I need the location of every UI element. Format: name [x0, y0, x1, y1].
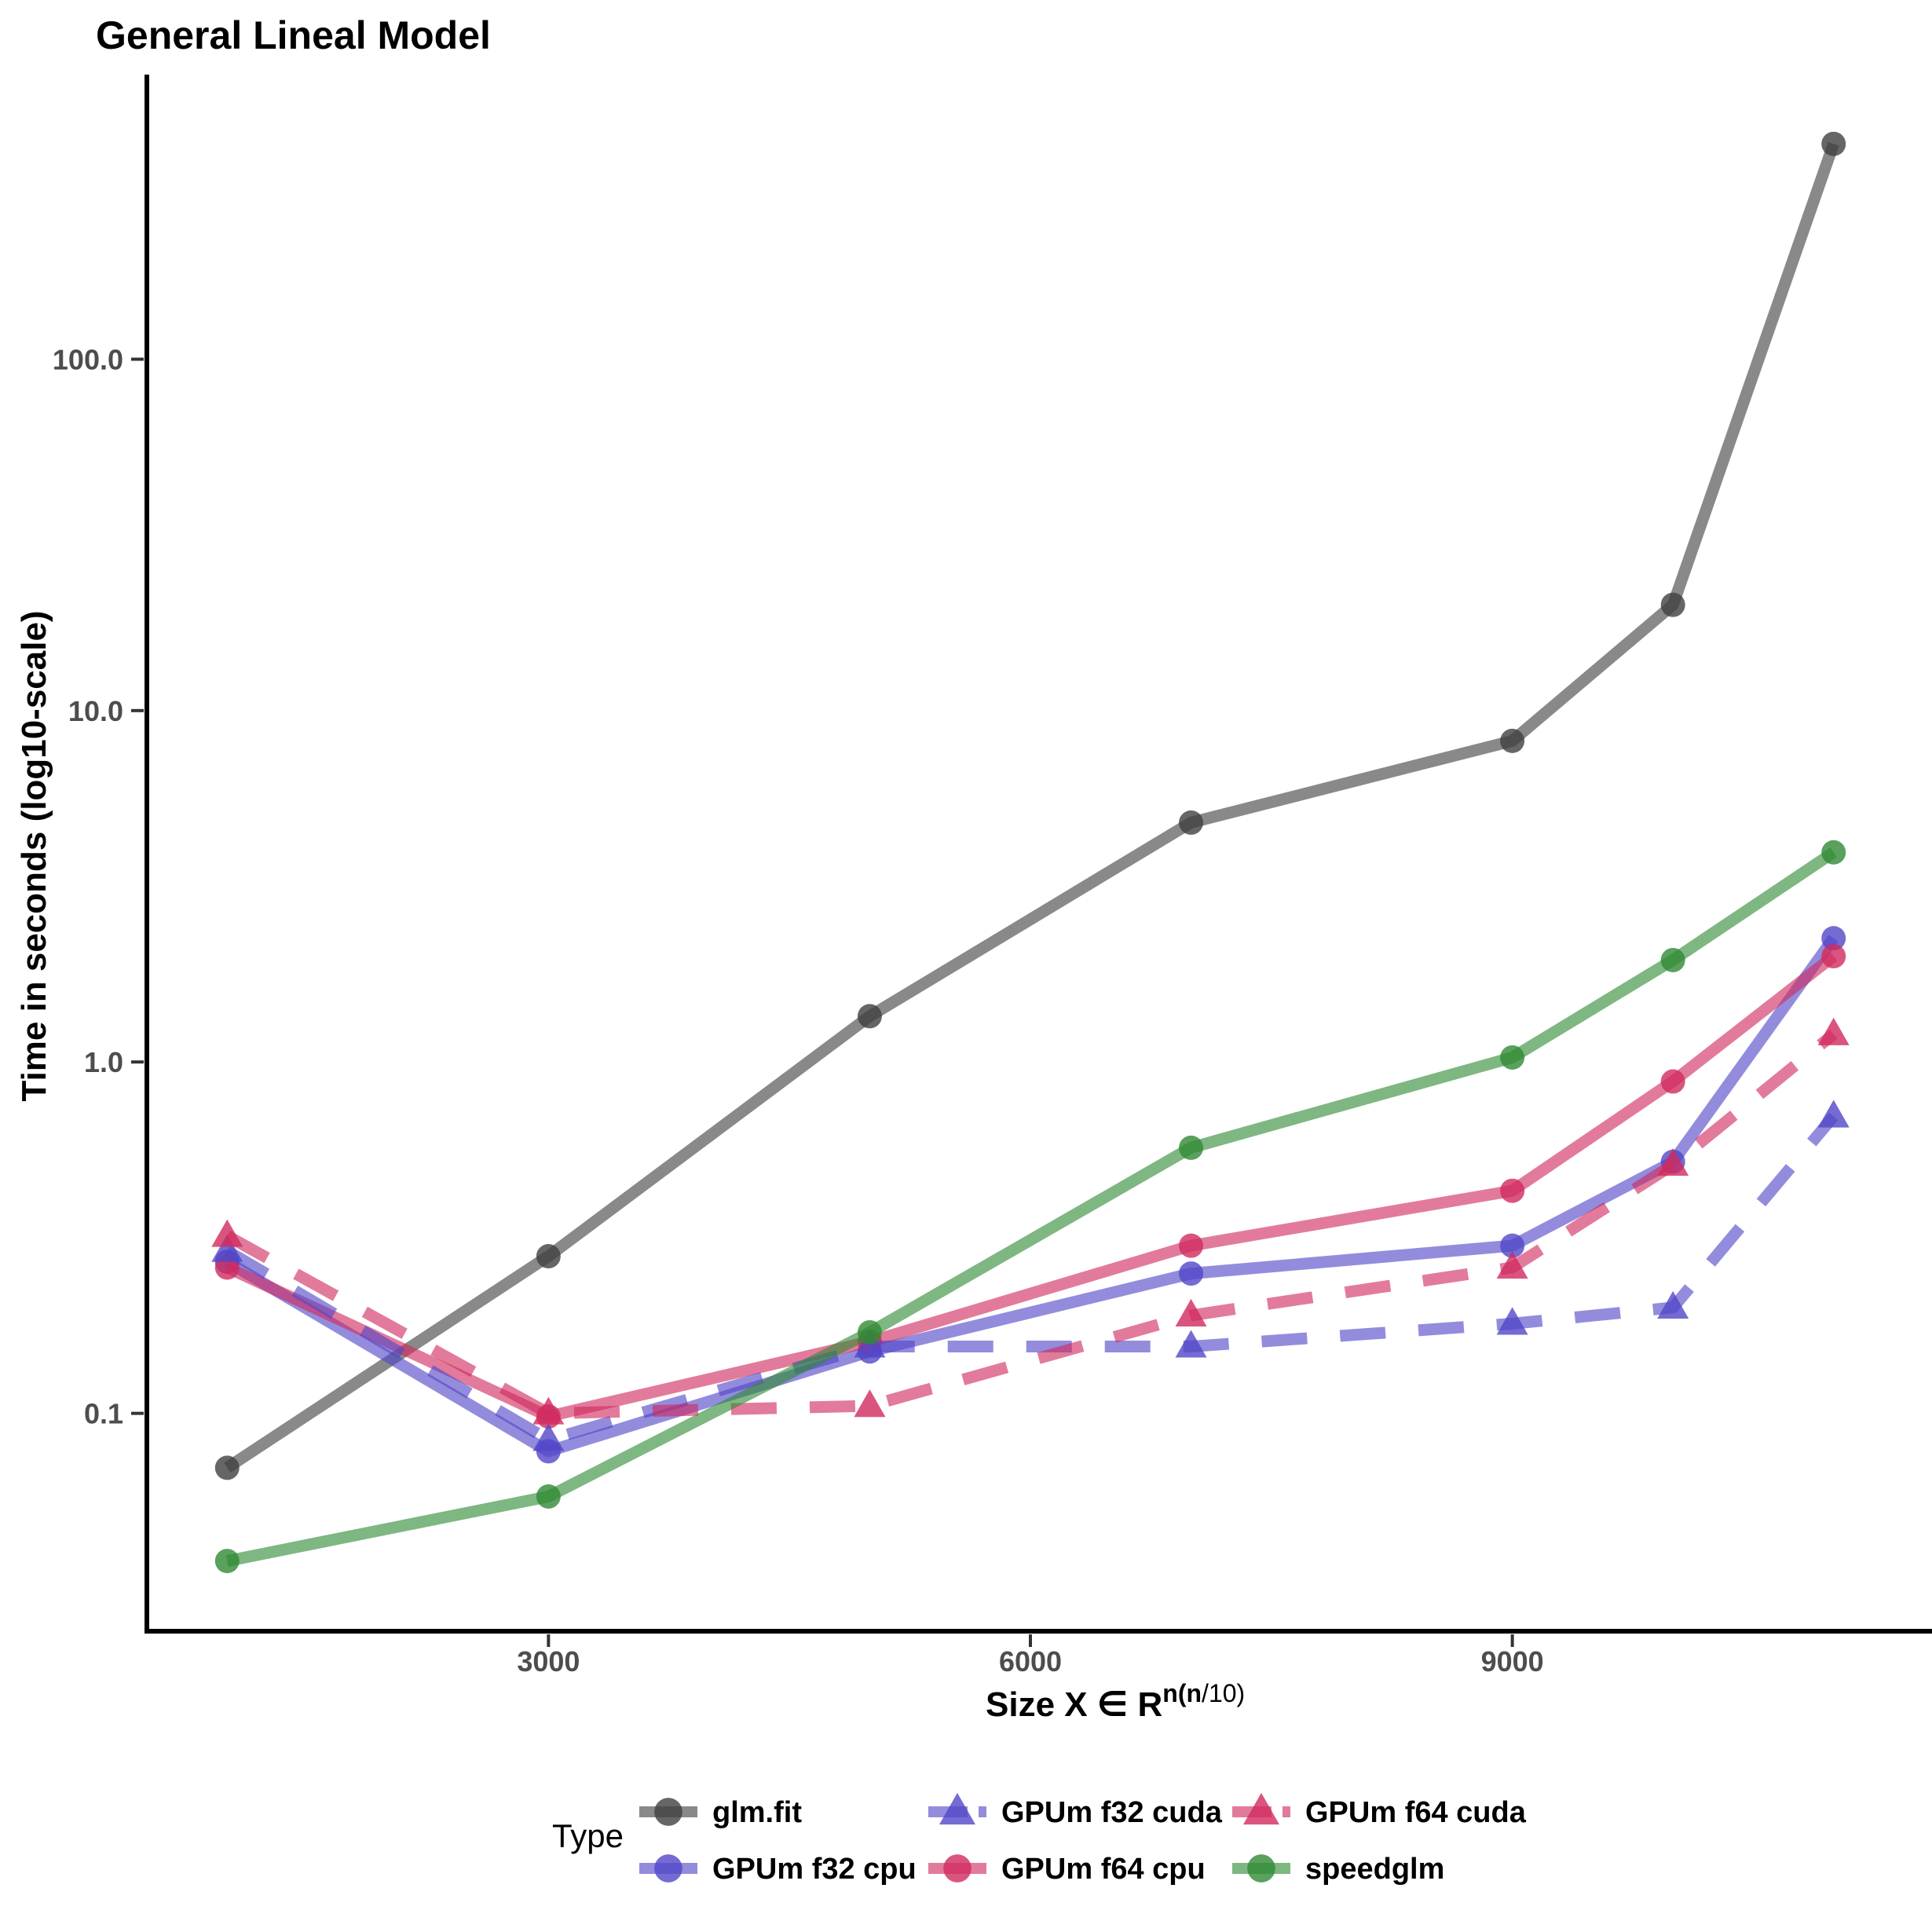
y-tick-label: 100.0: [53, 343, 123, 375]
data-point: [532, 1423, 565, 1451]
data-point: [857, 1004, 882, 1029]
legend-item-label: speedglm: [1305, 1853, 1444, 1886]
data-point: [1179, 810, 1204, 835]
legend-item-label: GPUm f64 cpu: [1001, 1853, 1206, 1886]
data-point: [1817, 1017, 1850, 1045]
legend-item-label: glm.fit: [712, 1796, 802, 1829]
chart-title: General Lineal Model: [96, 13, 491, 57]
data-point: [1500, 1178, 1525, 1203]
series-speedglm: [214, 840, 1846, 1574]
data-point: [1821, 131, 1846, 156]
legend-item-label: GPUm f32 cpu: [712, 1853, 917, 1886]
data-point: [1496, 1250, 1528, 1279]
series-layer: [211, 131, 1850, 1574]
x-tick-label: 6000: [999, 1645, 1062, 1678]
data-point: [532, 1396, 565, 1425]
legend-item-GPUm-f32-cuda: GPUm f32 cuda: [928, 1792, 1223, 1829]
data-point: [211, 1234, 243, 1262]
y-tick-label: 1.0: [84, 1046, 123, 1078]
legend-key-marker: [1243, 1792, 1279, 1825]
x-axis-title-superscript: n(n: [1162, 1679, 1202, 1707]
data-point: [1821, 926, 1846, 951]
legend-item-GPUm-f64-cuda: GPUm f64 cuda: [1232, 1792, 1527, 1829]
data-point: [1660, 1069, 1685, 1094]
series-GPUm-f64-cuda: [211, 1017, 1850, 1425]
y-tick-label: 10.0: [68, 695, 123, 727]
legend-title: Type: [552, 1817, 624, 1854]
legend-key-marker: [654, 1854, 682, 1883]
data-point: [1175, 1298, 1207, 1326]
data-point: [1817, 1100, 1850, 1128]
data-point: [854, 1389, 886, 1418]
series-line: [224, 1029, 1838, 1420]
data-point: [1660, 947, 1685, 972]
series-line: [224, 1112, 1839, 1446]
legend-key-marker: [939, 1792, 975, 1825]
legend-item-label: GPUm f64 cuda: [1305, 1796, 1527, 1829]
series-line: [224, 141, 1839, 1473]
legend-key-marker: [943, 1854, 971, 1883]
x-axis-title-superscript-rest: /10): [1202, 1679, 1245, 1707]
x-tick-label: 3000: [517, 1645, 580, 1678]
legend-key-marker: [654, 1798, 682, 1826]
x-tick-label: 9000: [1481, 1645, 1544, 1678]
x-axis-title-main: Size X ∈ R: [986, 1685, 1162, 1724]
data-point: [536, 1484, 561, 1509]
data-point: [1657, 1290, 1689, 1319]
series-GPUm-f64-cpu: [214, 944, 1846, 1429]
series-glm.fit: [214, 131, 1846, 1480]
data-point: [1496, 1307, 1528, 1335]
y-axis-title: Time in seconds (log10-scale): [15, 610, 53, 1101]
data-point: [1657, 1148, 1689, 1176]
data-point: [1500, 728, 1525, 753]
legend-item-GPUm-f32-cpu: GPUm f32 cpu: [639, 1853, 917, 1886]
data-point: [1175, 1330, 1207, 1358]
data-point: [214, 1455, 240, 1480]
data-point: [1821, 840, 1846, 865]
data-point: [1821, 944, 1846, 969]
legend: glm.fit GPUm f32 cpu GPUm f32 cuda GPUm f64…: [639, 1792, 1527, 1886]
x-axis-title: Size X ∈ Rn(n/10): [986, 1679, 1245, 1724]
data-point: [1500, 1045, 1525, 1070]
data-point: [857, 1320, 882, 1345]
y-tick-label: 0.1: [84, 1398, 123, 1430]
legend-item-GPUm-f64-cpu: GPUm f64 cpu: [928, 1853, 1206, 1886]
data-point: [1179, 1233, 1204, 1258]
data-point: [211, 1219, 243, 1247]
legend-item-speedglm: speedglm: [1232, 1853, 1444, 1886]
legend-item-glm.fit: glm.fit: [639, 1796, 802, 1829]
data-point: [536, 1244, 561, 1269]
data-point: [1660, 592, 1685, 617]
legend-item-label: GPUm f32 cuda: [1001, 1796, 1223, 1829]
axes-layer: 3000 6000 9000 0.1 1.0 10.0 100.0: [53, 75, 1932, 1678]
data-point: [214, 1549, 240, 1574]
data-point: [1500, 1233, 1525, 1258]
data-point: [1179, 1135, 1204, 1160]
data-point: [1179, 1261, 1204, 1286]
legend-key-marker: [1247, 1854, 1275, 1883]
